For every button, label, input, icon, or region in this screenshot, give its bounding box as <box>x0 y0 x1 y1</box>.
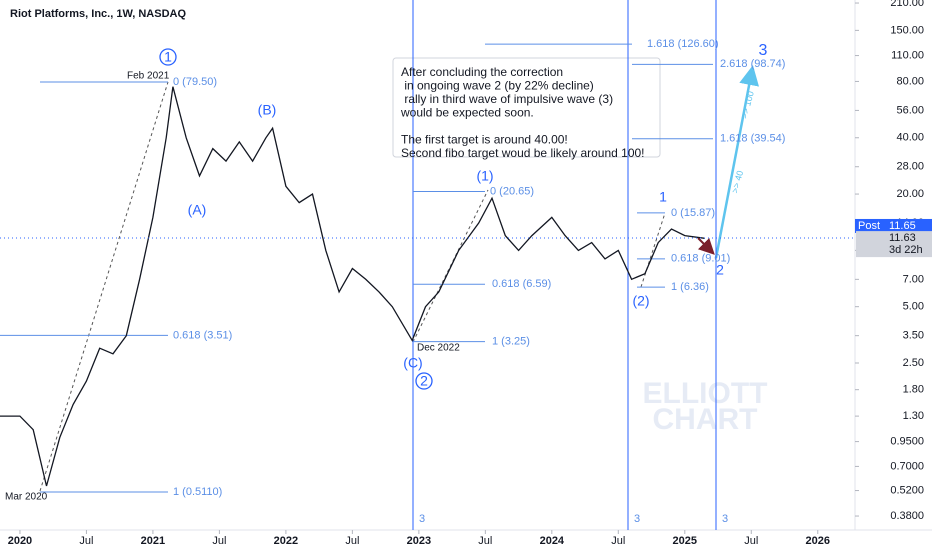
x-tick-label: 2024 <box>540 535 565 547</box>
x-tick-label: Jul <box>478 535 492 547</box>
fib-label: 1 (0.5110) <box>173 486 222 498</box>
note-box <box>392 57 661 158</box>
watermark: CHART <box>653 403 758 436</box>
countdown: 3d 22h <box>889 244 923 256</box>
y-tick-label: 28.00 <box>896 161 924 173</box>
fib-label: 1.618 (39.54) <box>720 133 785 145</box>
fib-label: 0.618 (6.59) <box>492 278 551 290</box>
note-line: The first target is around 40.00! <box>401 133 568 147</box>
y-tick-label: 1.80 <box>903 384 924 396</box>
x-tick-label: 2020 <box>8 535 32 547</box>
y-tick-label: 20.00 <box>896 188 924 200</box>
date-label: Mar 2020 <box>5 492 48 503</box>
note-line: After concluding the correction <box>401 65 563 79</box>
price-line <box>0 86 705 487</box>
x-tick-label: 2026 <box>806 535 830 547</box>
y-tick-label: 7.00 <box>903 273 924 285</box>
note-line: rally in third wave of impulsive wave (3… <box>401 92 613 106</box>
fib-label: 0 (79.50) <box>173 76 217 88</box>
note-line: would be expected soon. <box>400 106 534 120</box>
close-price: 11.63 <box>889 232 916 244</box>
wave-label: 2 <box>420 373 428 389</box>
y-tick-label: 80.00 <box>896 75 924 87</box>
fib-label: 0 (15.87) <box>671 207 715 219</box>
y-tick-label: 210.00 <box>890 0 924 9</box>
y-tick-label: 0.5200 <box>890 484 924 496</box>
wave-label: (A) <box>188 202 207 218</box>
fib-label: 1.618 (126.60) <box>647 38 719 50</box>
x-tick-label: Jul <box>79 535 93 547</box>
post-price: 11.65 <box>889 220 916 232</box>
correction-arrow <box>697 237 715 255</box>
wave-label: (C) <box>403 355 422 371</box>
x-tick-label: 2022 <box>274 535 298 547</box>
fib-label: 1 (3.25) <box>492 336 530 348</box>
x-tick-label: 2025 <box>673 535 697 547</box>
wave-connector <box>640 212 666 288</box>
wave-label: 1 <box>659 189 667 205</box>
projection-arrow <box>714 65 760 259</box>
y-tick-label: 1.30 <box>903 410 924 422</box>
cycle-label: 3 <box>419 513 425 525</box>
cycle-label: 3 <box>722 513 728 525</box>
cycle-label: 3 <box>634 513 640 525</box>
fib-label: 0 (20.65) <box>490 185 534 197</box>
date-label: Feb 2021 <box>127 71 170 82</box>
fib-label: 2.618 (98.74) <box>720 58 785 70</box>
x-tick-label: Jul <box>212 535 226 547</box>
wave-label: (B) <box>258 102 277 118</box>
note-line: Second fibo target woud be likely around… <box>401 146 645 160</box>
chart-title: Riot Platforms, Inc., 1W, NASDAQ <box>10 8 186 20</box>
post-tag-box <box>855 218 883 233</box>
wave-label: 3 <box>759 42 768 59</box>
x-tick-label: 2021 <box>141 535 165 547</box>
date-label: Dec 2022 <box>417 343 460 354</box>
fib-label: 0.618 (3.51) <box>173 329 232 341</box>
x-tick-label: Jul <box>744 535 758 547</box>
wave-label: (2) <box>632 293 649 309</box>
y-tick-label: 2.50 <box>903 357 924 369</box>
wave-circle <box>159 48 177 66</box>
y-tick-label: 3.50 <box>903 330 924 342</box>
fib-label: 0.618 (9.01) <box>671 253 730 265</box>
y-tick-label: 0.3800 <box>890 510 924 522</box>
y-tick-label: 56.00 <box>896 104 924 116</box>
post-price-box <box>883 218 932 233</box>
wave-label: (1) <box>476 168 493 184</box>
post-tag: Post <box>858 220 880 232</box>
y-tick-label: 110.00 <box>891 49 924 61</box>
x-tick-label: Jul <box>345 535 359 547</box>
fib-label: 1 (6.36) <box>671 281 709 293</box>
note-line: in ongoing wave 2 (by 22% decline) <box>401 79 594 93</box>
y-tick-label: 40.00 <box>896 132 924 144</box>
watermark: ELLIOTT <box>643 377 768 410</box>
wave-circle <box>415 372 433 390</box>
wave-label: 2 <box>716 262 724 278</box>
y-tick-label: 5.00 <box>903 301 924 313</box>
y-tick-label: 150.00 <box>890 24 924 36</box>
x-tick-label: Jul <box>611 535 625 547</box>
wave-label: 1 <box>164 49 172 65</box>
y-tick-label: 0.7000 <box>890 460 924 472</box>
x-tick-label: 2023 <box>407 535 431 547</box>
y-tick-label: 0.9500 <box>890 436 924 448</box>
close-price-box <box>856 231 932 258</box>
